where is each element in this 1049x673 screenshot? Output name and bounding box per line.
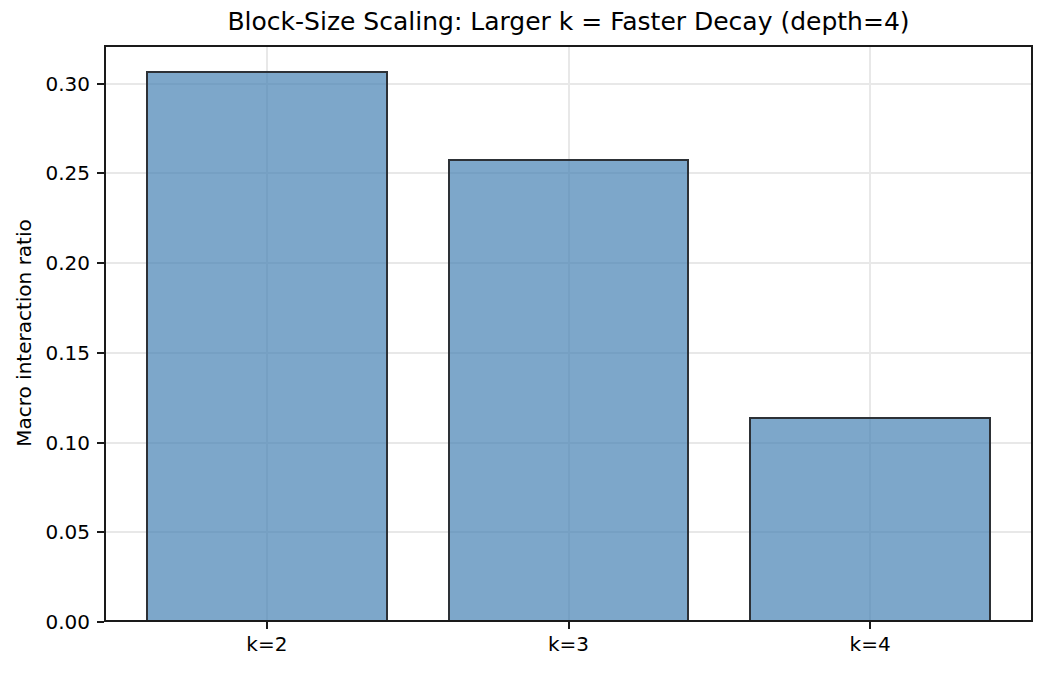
y-tick [97,352,104,354]
x-tick [869,622,871,629]
y-tick [97,262,104,264]
y-tick-label: 0.00 [0,611,90,633]
bar-k2 [146,71,387,620]
y-tick-label: 0.20 [0,252,90,274]
y-tick [97,621,104,623]
x-tick-label: k=3 [509,633,629,655]
plot-area [104,45,1033,622]
y-tick-label: 0.10 [0,432,90,454]
x-tick [568,622,570,629]
y-tick-label: 0.30 [0,73,90,95]
y-tick-label: 0.25 [0,162,90,184]
y-tick-label: 0.05 [0,521,90,543]
chart-title: Block-Size Scaling: Larger k = Faster De… [104,7,1033,37]
y-tick [97,83,104,85]
y-tick [97,442,104,444]
bar-k3 [448,159,689,620]
y-tick [97,172,104,174]
y-tick [97,531,104,533]
y-tick-label: 0.15 [0,342,90,364]
bar-k4 [749,417,990,620]
x-tick-label: k=4 [810,633,930,655]
chart-figure: Block-Size Scaling: Larger k = Faster De… [0,0,1049,673]
x-tick-label: k=2 [207,633,327,655]
x-tick [266,622,268,629]
